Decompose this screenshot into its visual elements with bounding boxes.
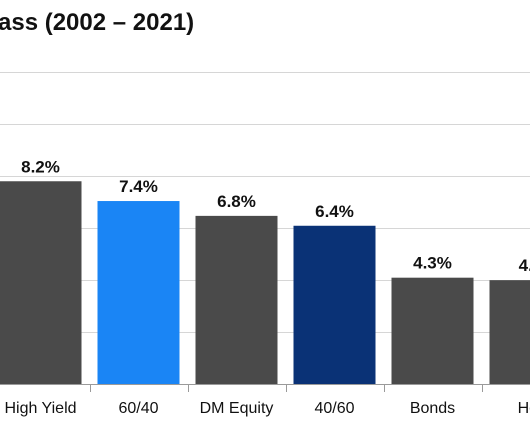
bar-4 bbox=[293, 225, 376, 384]
bar-value-label-1: 8.2% bbox=[21, 157, 60, 176]
chart-title: ass (2002 – 2021) bbox=[0, 9, 195, 36]
category-label-3: DM Equity bbox=[200, 400, 274, 417]
bar-value-label-5: 4.3% bbox=[413, 254, 452, 273]
bar-value-label-4: 6.4% bbox=[315, 202, 354, 221]
category-label-6: Hor bbox=[518, 400, 530, 417]
bar-1 bbox=[0, 181, 82, 384]
bar-value-label-2: 7.4% bbox=[119, 177, 158, 196]
category-label-1: High Yield bbox=[4, 400, 76, 417]
bar-value-label-6: 4.2 bbox=[519, 256, 530, 275]
category-label-2: 60/40 bbox=[118, 400, 158, 417]
bar-6 bbox=[489, 280, 530, 384]
bar-5 bbox=[391, 277, 474, 384]
bar-value-label-3: 6.8% bbox=[217, 192, 256, 211]
bar-2 bbox=[97, 201, 180, 384]
bar-3 bbox=[195, 215, 278, 384]
category-label-5: Bonds bbox=[410, 400, 455, 417]
category-label-4: 40/60 bbox=[314, 400, 354, 417]
